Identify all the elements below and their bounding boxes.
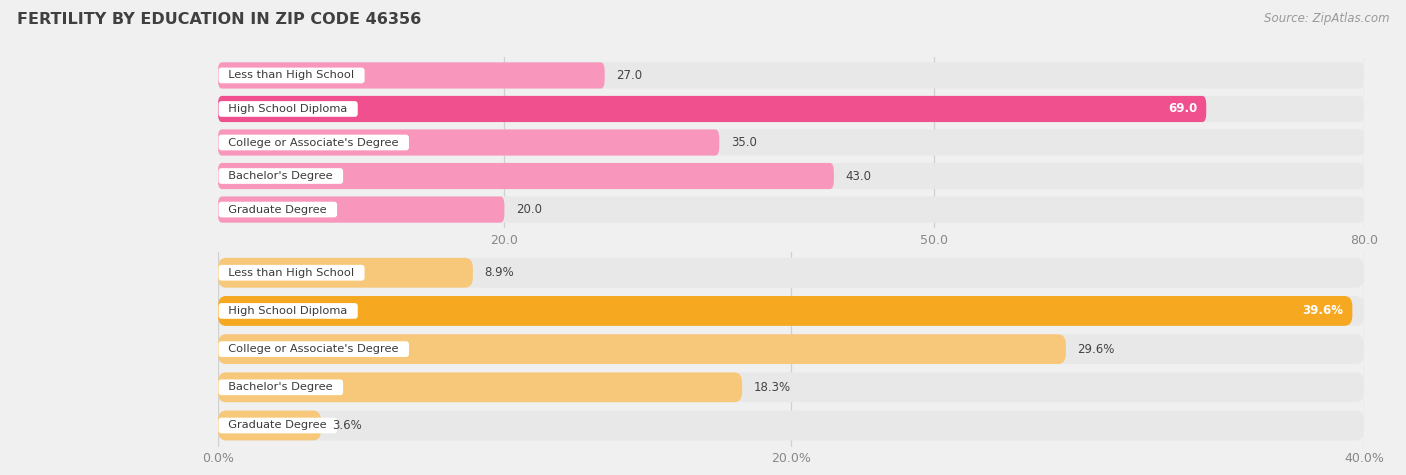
Text: High School Diploma: High School Diploma (221, 104, 354, 114)
FancyBboxPatch shape (218, 129, 1364, 156)
FancyBboxPatch shape (218, 62, 605, 88)
FancyBboxPatch shape (218, 410, 321, 440)
FancyBboxPatch shape (218, 258, 1364, 288)
Text: FERTILITY BY EDUCATION IN ZIP CODE 46356: FERTILITY BY EDUCATION IN ZIP CODE 46356 (17, 12, 422, 27)
Text: Source: ZipAtlas.com: Source: ZipAtlas.com (1264, 12, 1389, 25)
FancyBboxPatch shape (218, 163, 1364, 189)
FancyBboxPatch shape (218, 96, 1364, 122)
Text: College or Associate's Degree: College or Associate's Degree (221, 344, 406, 354)
FancyBboxPatch shape (218, 296, 1353, 326)
FancyBboxPatch shape (218, 62, 1364, 88)
Text: Graduate Degree: Graduate Degree (221, 205, 335, 215)
Text: 8.9%: 8.9% (484, 266, 515, 279)
Text: 20.0: 20.0 (516, 203, 541, 216)
Text: Bachelor's Degree: Bachelor's Degree (221, 382, 340, 392)
FancyBboxPatch shape (218, 258, 472, 288)
Text: High School Diploma: High School Diploma (221, 306, 354, 316)
FancyBboxPatch shape (218, 410, 1364, 440)
Text: 18.3%: 18.3% (754, 381, 790, 394)
Text: Bachelor's Degree: Bachelor's Degree (221, 171, 340, 181)
Text: College or Associate's Degree: College or Associate's Degree (221, 137, 406, 148)
Text: Graduate Degree: Graduate Degree (221, 420, 335, 430)
Text: 69.0: 69.0 (1168, 103, 1197, 115)
FancyBboxPatch shape (218, 372, 1364, 402)
FancyBboxPatch shape (218, 163, 834, 189)
Text: Less than High School: Less than High School (221, 70, 361, 80)
FancyBboxPatch shape (218, 334, 1364, 364)
FancyBboxPatch shape (218, 334, 1066, 364)
FancyBboxPatch shape (218, 197, 1364, 223)
Text: 29.6%: 29.6% (1077, 342, 1115, 356)
Text: 39.6%: 39.6% (1302, 304, 1343, 317)
Text: 43.0: 43.0 (845, 170, 872, 182)
FancyBboxPatch shape (218, 197, 505, 223)
Text: 35.0: 35.0 (731, 136, 756, 149)
Text: 27.0: 27.0 (616, 69, 643, 82)
FancyBboxPatch shape (218, 372, 742, 402)
Text: 3.6%: 3.6% (333, 419, 363, 432)
FancyBboxPatch shape (218, 129, 720, 156)
FancyBboxPatch shape (218, 296, 1364, 326)
Text: Less than High School: Less than High School (221, 268, 361, 278)
FancyBboxPatch shape (218, 96, 1206, 122)
